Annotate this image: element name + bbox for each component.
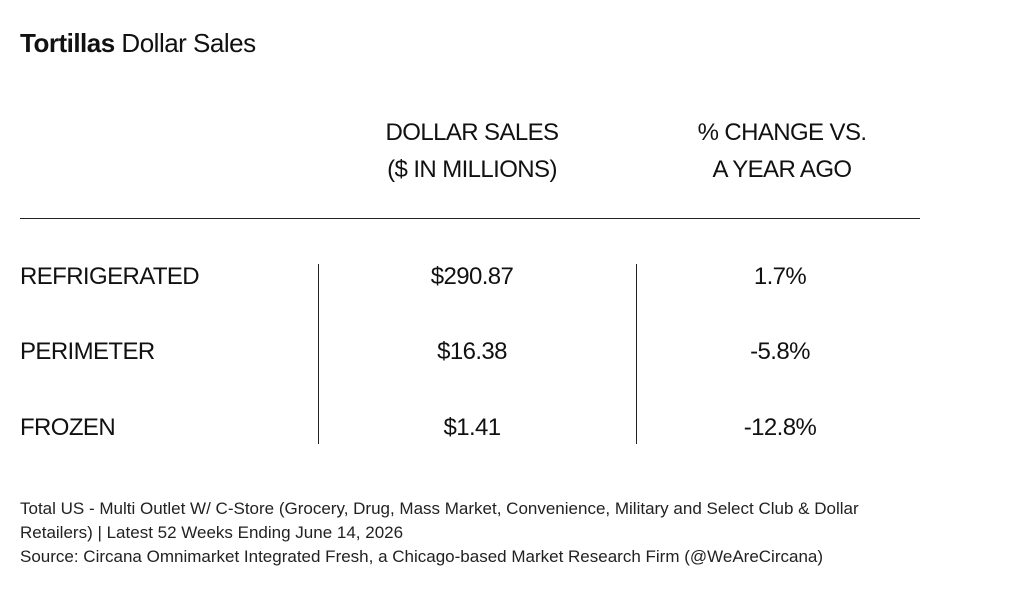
footnote: Total US - Multi Outlet W/ C-Store (Groc… [20,497,1010,569]
cell-change-perimeter: -5.8% [750,338,810,365]
row-label-refrigerated: REFRIGERATED [20,263,200,290]
column-divider-2 [636,264,637,444]
column-header-percent-change-line1: % CHANGE VS. [697,119,867,146]
footnote-source: Source: Circana Omnimarket Integrated Fr… [20,547,824,566]
row-label-frozen: FROZEN [20,414,116,441]
footnote-line-2: Retailers) | Latest 52 Weeks Ending June… [20,523,404,542]
column-header-percent-change: % CHANGE VS. A YEAR AGO [632,114,932,188]
chart-title-bold: Tortillas [20,28,115,58]
cell-sales-frozen: $1.41 [443,414,501,441]
footnote-line-1: Total US - Multi Outlet W/ C-Store (Groc… [20,499,859,518]
header-divider [20,218,920,219]
column-header-dollar-sales-line1: DOLLAR SALES [385,119,559,146]
chart-title-rest: Dollar Sales [114,28,256,58]
chart-title: Tortillas Dollar Sales [20,28,256,59]
column-header-percent-change-line2: A YEAR AGO [712,156,853,183]
cell-change-refrigerated: 1.7% [753,263,807,290]
cell-change-frozen: -12.8% [743,414,817,441]
cell-sales-refrigerated: $290.87 [430,263,514,290]
row-label-perimeter: PERIMETER [20,338,155,365]
column-header-dollar-sales-line2: ($ IN MILLIONS) [387,156,557,183]
column-divider-1 [318,264,319,444]
cell-sales-perimeter: $16.38 [437,338,507,365]
column-header-dollar-sales: DOLLAR SALES ($ IN MILLIONS) [322,114,622,188]
